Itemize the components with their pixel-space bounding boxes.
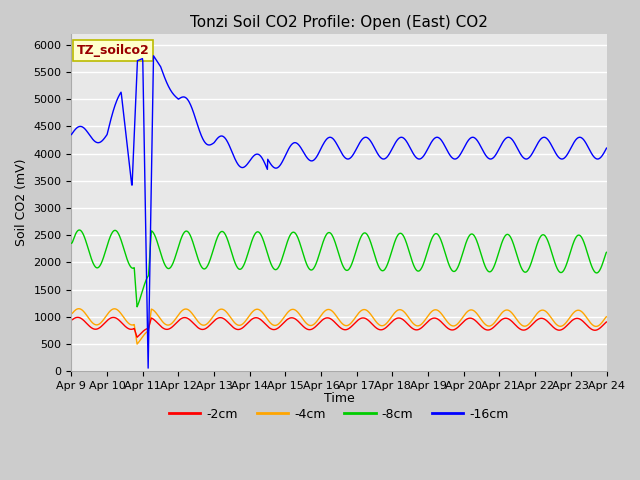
- Text: TZ_soilco2: TZ_soilco2: [77, 44, 150, 57]
- X-axis label: Time: Time: [324, 392, 355, 405]
- Title: Tonzi Soil CO2 Profile: Open (East) CO2: Tonzi Soil CO2 Profile: Open (East) CO2: [190, 15, 488, 30]
- Legend: -2cm, -4cm, -8cm, -16cm: -2cm, -4cm, -8cm, -16cm: [164, 403, 514, 426]
- Y-axis label: Soil CO2 (mV): Soil CO2 (mV): [15, 159, 28, 246]
